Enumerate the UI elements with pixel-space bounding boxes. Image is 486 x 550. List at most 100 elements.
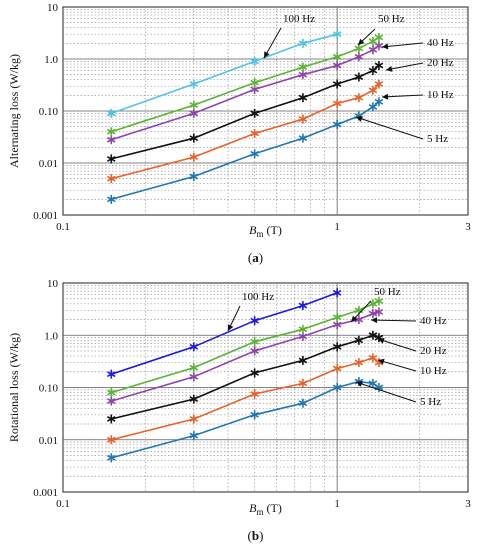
data-point-40-hz — [250, 346, 259, 356]
series-line-5-hz — [111, 380, 380, 459]
data-point-100-hz — [189, 79, 199, 89]
data-point-20-hz — [298, 93, 308, 103]
y-tick-label: 0.01 — [39, 158, 58, 170]
data-point-50-hz — [374, 296, 384, 306]
arrow-head — [378, 337, 385, 344]
y-tick-label: 0.01 — [39, 435, 58, 447]
series-20-hz — [106, 60, 384, 164]
data-point-50-hz — [332, 52, 342, 62]
y-tick-label: 0.10 — [39, 106, 59, 118]
data-point-5-hz — [368, 102, 378, 112]
annotation-label: 100 Hz — [283, 13, 315, 25]
data-point-5-hz — [250, 410, 259, 420]
data-point-20-hz — [354, 335, 364, 345]
data-point-40-hz — [374, 41, 384, 51]
data-point-100-hz — [332, 288, 342, 298]
annotation-5-hz: 5 Hz — [355, 381, 441, 408]
data-point-10-hz — [106, 435, 116, 445]
data-point-20-hz — [106, 154, 116, 164]
data-point-10-hz — [189, 414, 199, 424]
data-point-20-hz — [250, 368, 259, 378]
x-axis-label: Bm (T) — [249, 501, 282, 517]
annotation-label: 100 Hz — [242, 291, 274, 303]
annotation-100-hz: 100 Hz — [227, 291, 274, 332]
data-point-50-hz — [189, 363, 199, 373]
data-point-5-hz — [189, 172, 199, 182]
data-point-50-hz — [250, 78, 259, 88]
arrow-head — [371, 317, 378, 324]
data-point-20-hz — [106, 414, 116, 424]
annotation-label: 50 Hz — [374, 286, 401, 298]
y-tick-label: 10 — [47, 2, 59, 14]
annotation-5-hz: 5 Hz — [355, 116, 448, 145]
data-point-50-hz — [354, 43, 364, 53]
arrow-head — [356, 381, 363, 387]
arrow-head — [264, 51, 270, 58]
annotation-arrow — [377, 359, 417, 372]
data-point-5-hz — [374, 97, 384, 107]
data-point-10-hz — [298, 378, 308, 388]
data-point-20-hz — [332, 79, 342, 89]
data-point-40-hz — [189, 108, 199, 118]
annotation-label: 5 Hz — [420, 396, 441, 408]
data-point-5-hz — [298, 398, 308, 408]
annotation-arrow — [381, 94, 424, 98]
panel-label: (b) — [248, 528, 264, 543]
data-point-20-hz — [368, 330, 378, 340]
annotation-label: 40 Hz — [427, 37, 454, 49]
data-point-100-hz — [106, 108, 116, 118]
data-point-40-hz — [298, 70, 308, 80]
arrow-head — [386, 65, 393, 72]
data-point-20-hz — [354, 72, 364, 82]
data-point-40-hz — [354, 315, 364, 325]
data-point-100-hz — [298, 38, 308, 48]
annotation-label: 10 Hz — [420, 365, 447, 377]
series-100-hz — [106, 29, 342, 118]
annotation-20-hz: 20 Hz — [377, 337, 447, 357]
data-point-40-hz — [106, 396, 116, 406]
data-point-40-hz — [332, 60, 342, 70]
x-tick-label: 0.1 — [56, 498, 70, 510]
data-point-10-hz — [368, 85, 378, 95]
x-tick-label: 3 — [465, 221, 471, 233]
x-tick-label: 1 — [334, 221, 340, 233]
data-point-50-hz — [106, 388, 116, 398]
data-point-5-hz — [189, 431, 199, 441]
data-point-10-hz — [250, 389, 259, 399]
data-point-100-hz — [250, 316, 259, 326]
data-point-10-hz — [189, 152, 199, 162]
series-10-hz — [106, 353, 384, 445]
series-5-hz — [106, 377, 384, 463]
y-axis-label: Rotational loss (W/kg) — [7, 333, 21, 442]
data-point-10-hz — [332, 364, 342, 374]
x-axis-label: Bm (T) — [249, 223, 282, 239]
data-point-20-hz — [298, 355, 308, 365]
data-point-10-hz — [368, 353, 378, 363]
annotation-50-hz: 50 Hz — [350, 286, 401, 323]
data-point-5-hz — [106, 194, 116, 204]
annotation-arrow — [385, 62, 424, 71]
y-tick-label: 0.001 — [33, 487, 58, 499]
annotation-40-hz: 40 Hz — [370, 315, 447, 327]
data-point-5-hz — [298, 133, 308, 143]
annotation-label: 10 Hz — [427, 89, 454, 101]
grid — [63, 7, 468, 215]
panel-label: (a) — [248, 250, 263, 265]
data-point-5-hz — [106, 453, 116, 463]
arrow-head — [358, 38, 365, 45]
data-point-50-hz — [374, 32, 384, 42]
data-point-100-hz — [332, 29, 342, 39]
annotation-label: 20 Hz — [427, 57, 454, 69]
y-axis-label: Alternating loss (W/kg) — [7, 54, 21, 168]
data-point-10-hz — [374, 79, 384, 89]
data-point-40-hz — [189, 372, 199, 382]
data-point-5-hz — [250, 149, 259, 159]
data-point-10-hz — [106, 174, 116, 184]
annotation-arrow — [355, 381, 417, 403]
series-50-hz — [106, 296, 384, 398]
chart-panel-b: 0.001 0.01 0.10 1.0 10 0.1 1 3 Bm (T) Rotational … — [7, 278, 471, 543]
arrow-head — [227, 324, 234, 331]
series-5-hz — [106, 97, 384, 204]
data-point-20-hz — [250, 108, 259, 118]
